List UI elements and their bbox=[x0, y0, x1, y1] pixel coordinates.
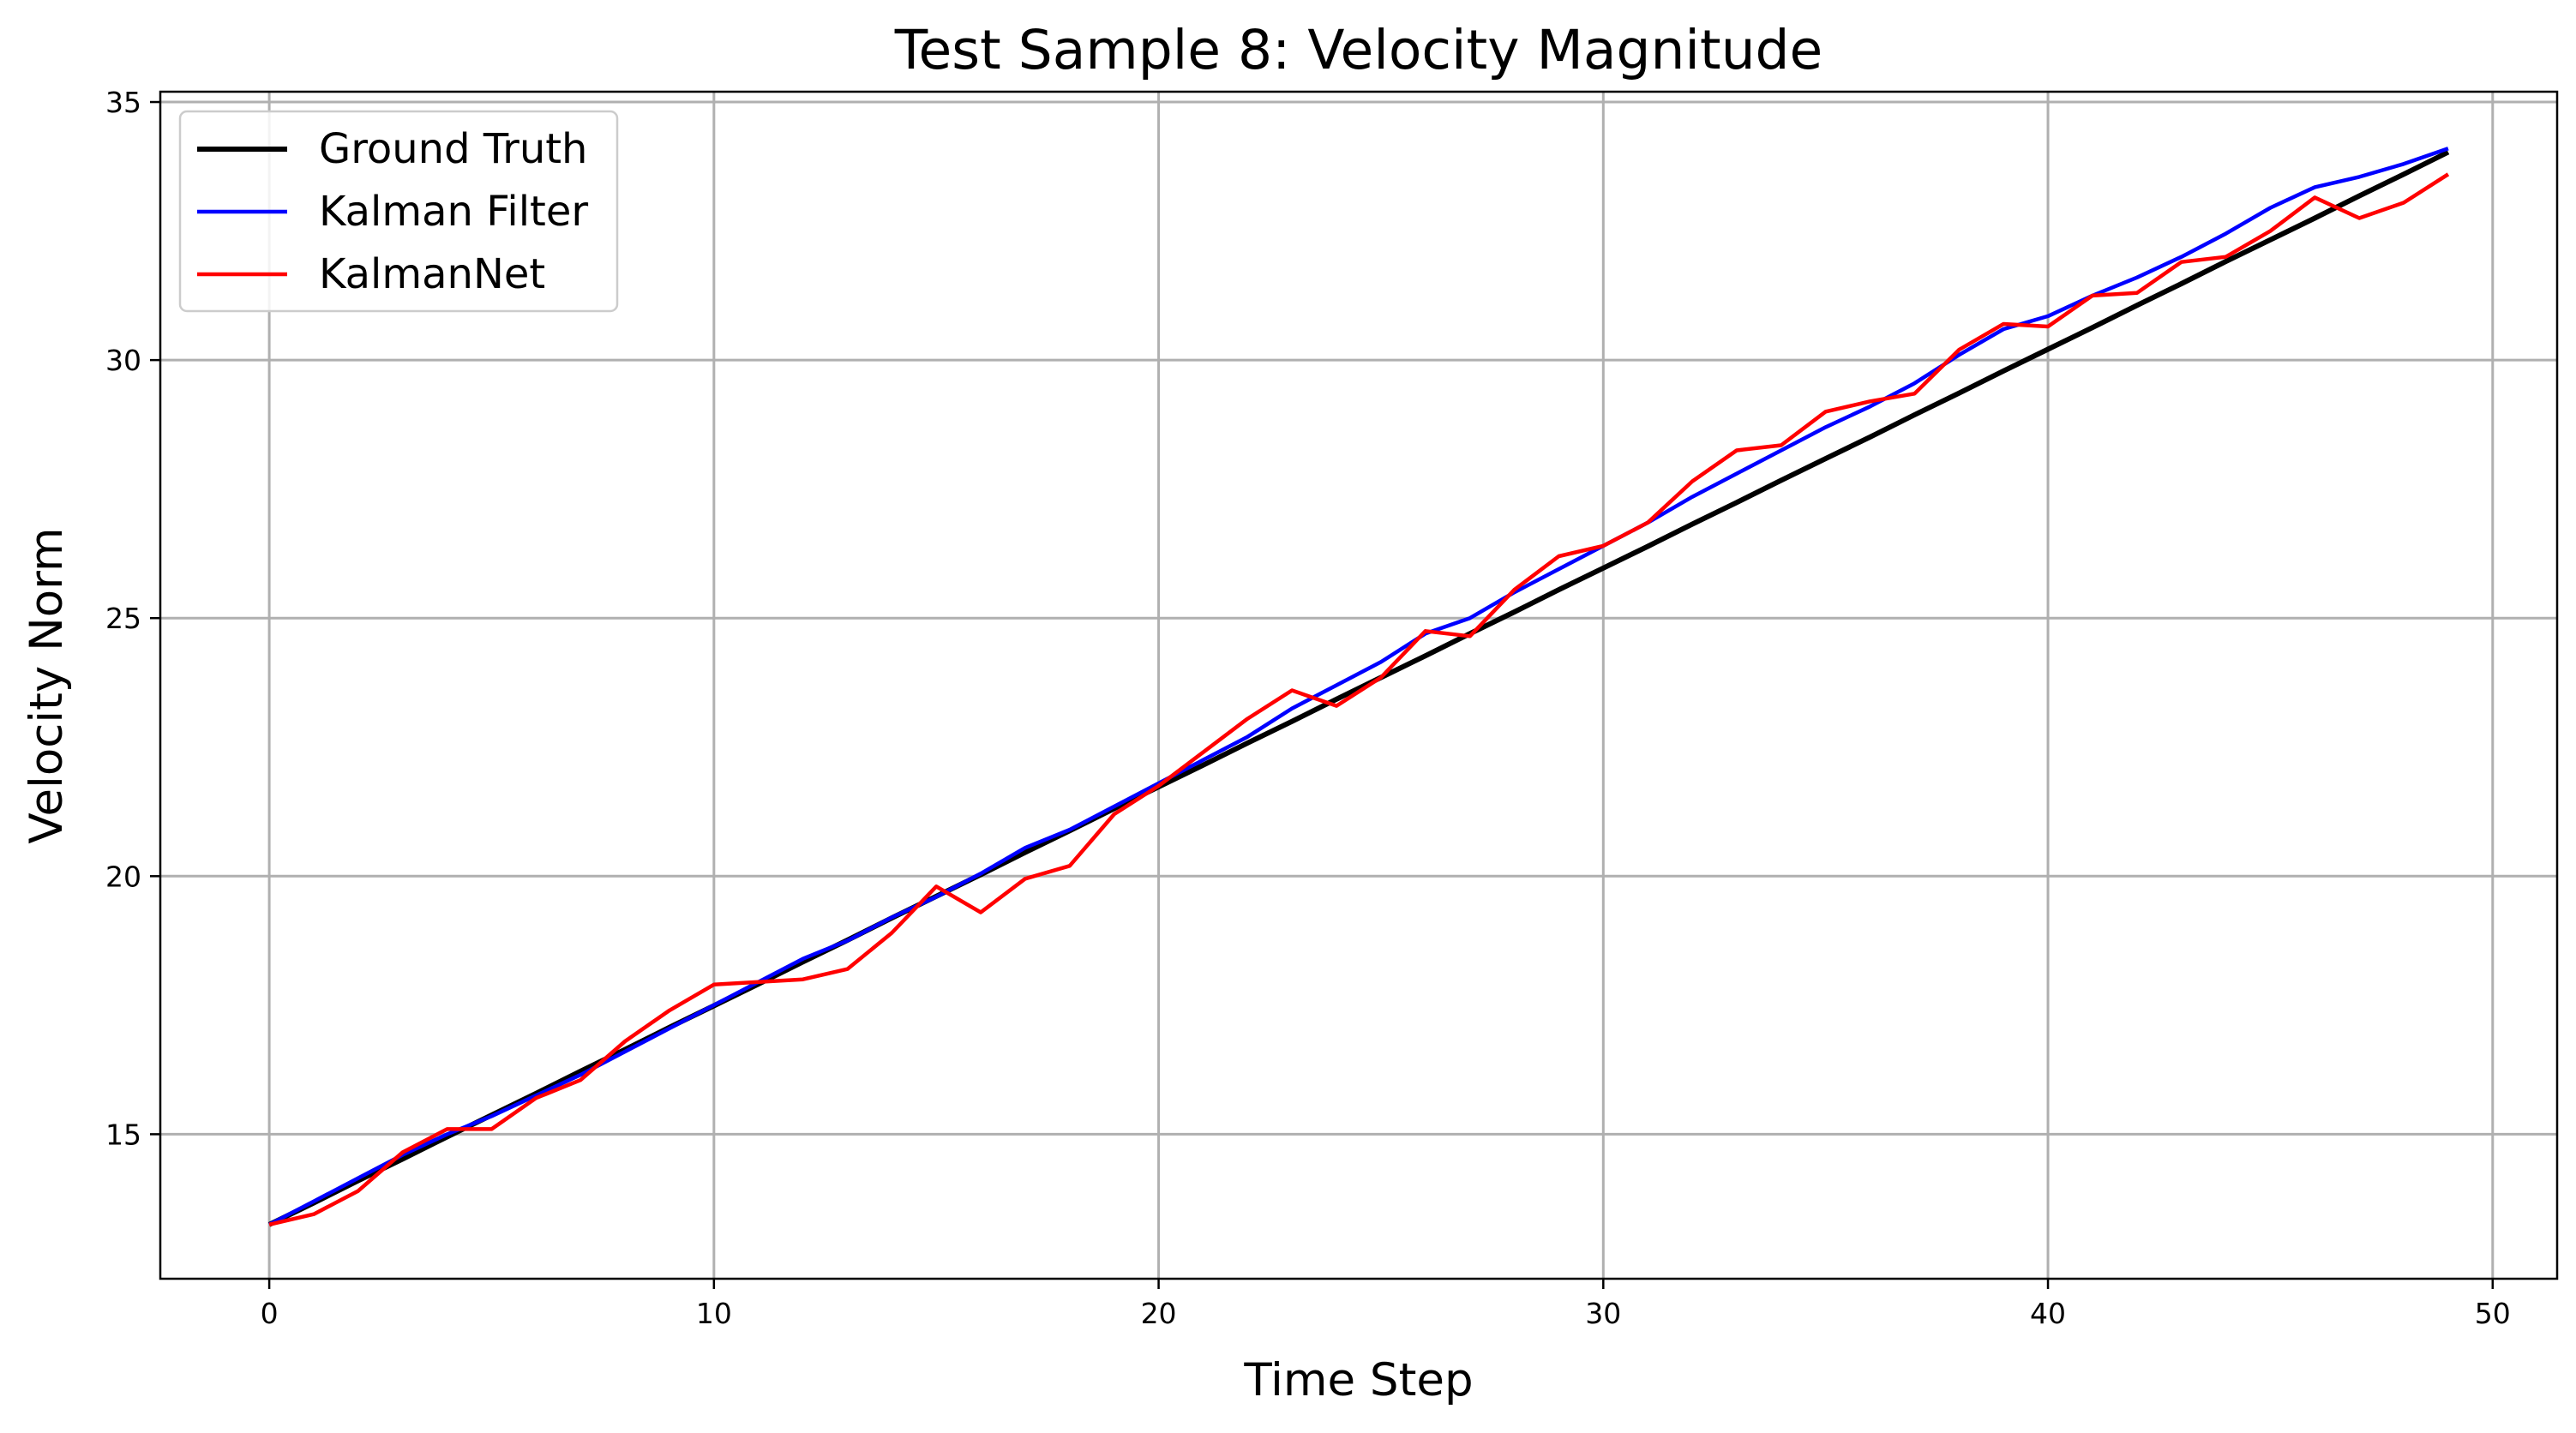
legend-box bbox=[178, 110, 619, 313]
plot-frame bbox=[159, 90, 2559, 1280]
x-tick-label: 10 bbox=[696, 1297, 732, 1330]
legend-label-kalmannet: KalmanNet bbox=[319, 250, 545, 298]
legend-label-ground-truth: Ground Truth bbox=[319, 125, 587, 173]
grid bbox=[160, 92, 2557, 1279]
y-tick-label: 35 bbox=[105, 86, 141, 119]
y-tick-label: 30 bbox=[105, 344, 141, 377]
x-tick-label: 40 bbox=[2030, 1297, 2066, 1330]
series-line-ground-truth bbox=[267, 149, 2450, 1227]
chart-title: Test Sample 8: Velocity Magnitude bbox=[894, 19, 1823, 81]
y-tick-label: 20 bbox=[105, 860, 141, 893]
legend-label-kalman-filter: Kalman Filter bbox=[319, 188, 588, 236]
series-line-kalmannet bbox=[268, 172, 2450, 1226]
y-tick-label: 25 bbox=[105, 602, 141, 635]
x-tick-label: 0 bbox=[261, 1297, 279, 1330]
y-axis-label: Velocity Norm bbox=[21, 527, 73, 843]
x-tick-label: 30 bbox=[1585, 1297, 1621, 1330]
x-axis-label: Time Step bbox=[1243, 1354, 1473, 1406]
y-tick-label: 15 bbox=[105, 1118, 141, 1151]
axis-ticks: 0 10 20 30 40 50 15 20 25 30 35 bbox=[105, 86, 2511, 1330]
x-tick-label: 50 bbox=[2475, 1297, 2511, 1330]
x-tick-label: 20 bbox=[1141, 1297, 1177, 1330]
legend: Ground Truth Kalman Filter KalmanNet bbox=[178, 110, 619, 313]
series-lines bbox=[267, 147, 2450, 1227]
